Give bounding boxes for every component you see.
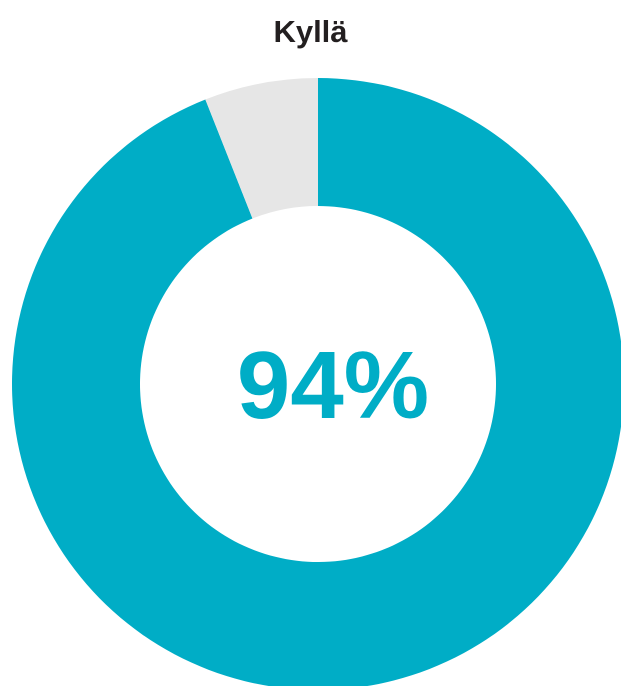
donut-slices xyxy=(12,78,621,686)
center-percentage-label: 94% xyxy=(237,332,429,439)
chart-title: Kyllä xyxy=(273,14,348,49)
donut-slice-2 xyxy=(205,78,318,219)
donut-slice-1 xyxy=(12,78,621,686)
